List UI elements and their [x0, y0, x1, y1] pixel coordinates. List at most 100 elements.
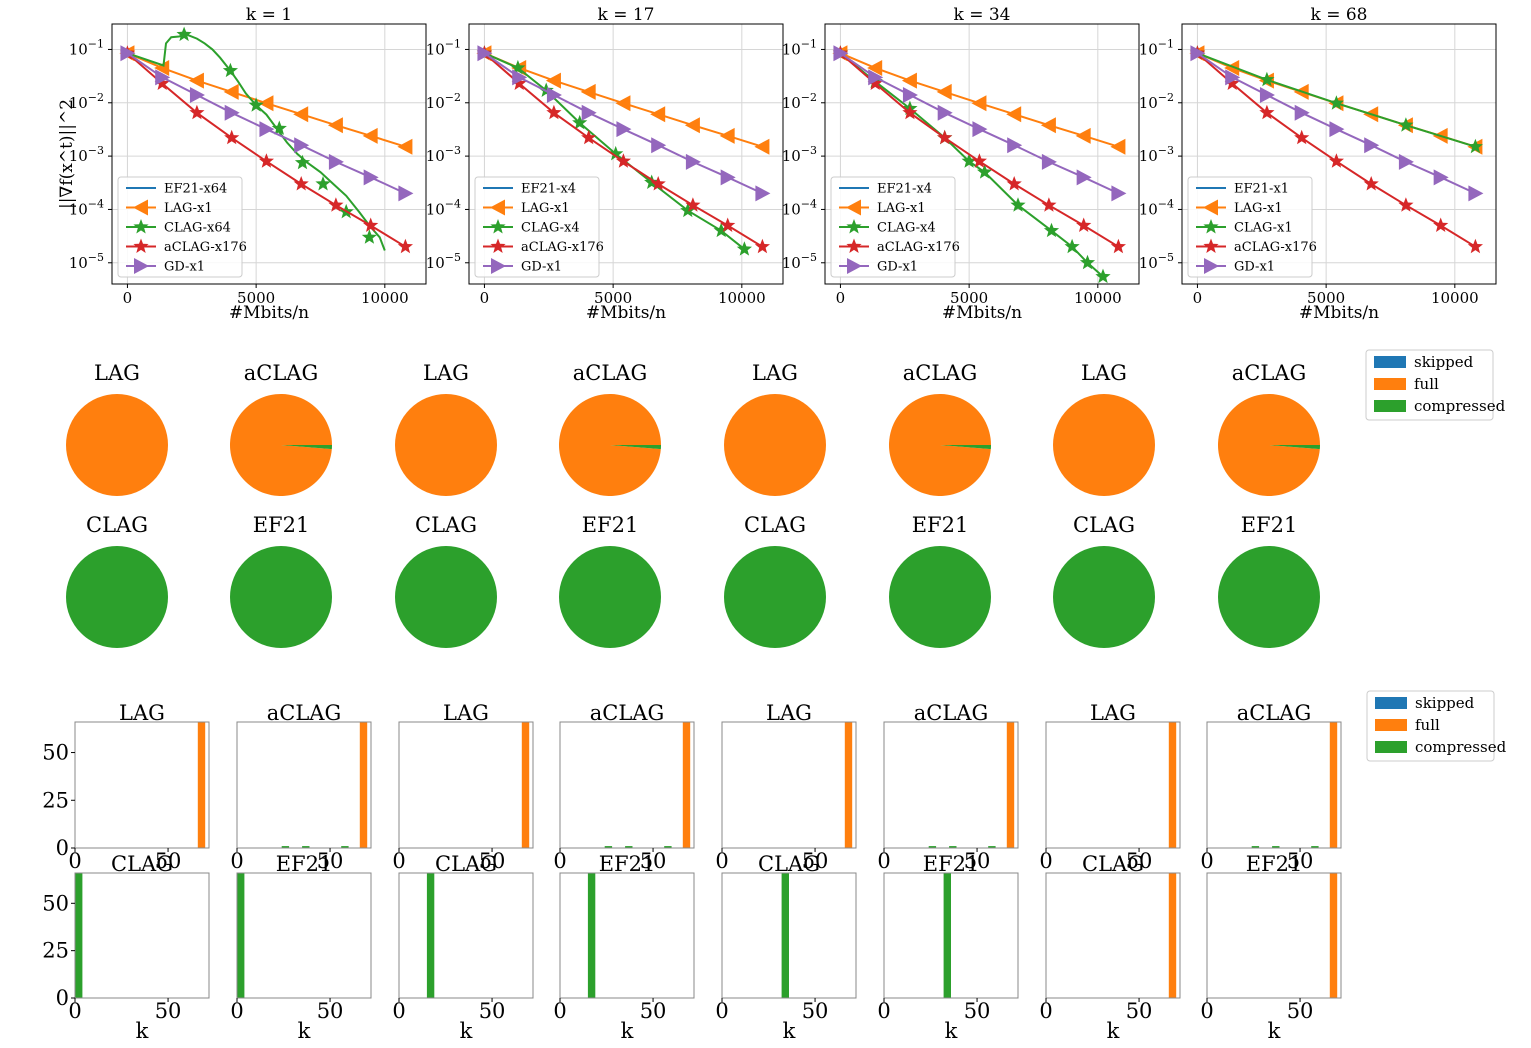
- legend-marker-GD: [491, 258, 506, 274]
- x-tick-label: 50: [155, 999, 182, 1023]
- point-GD: [720, 169, 736, 186]
- point-aCLAG: [615, 153, 631, 168]
- legend-box: [830, 176, 956, 278]
- point-aCLAG: [258, 153, 274, 168]
- line-panel-1: 10−1 10−2 10−3 10−4 10−5 0 5000 10000 k = 1 #Mbit…: [57, 5, 427, 323]
- point-LAG: [154, 59, 170, 76]
- hist-title: CLAG: [758, 852, 820, 876]
- point-LAG: [754, 138, 770, 155]
- pie-title: aCLAG: [573, 361, 647, 385]
- x-tick-label: 0: [1039, 999, 1052, 1023]
- pie-chart-9: CLAG: [66, 513, 168, 648]
- point-LAG: [936, 83, 952, 100]
- pie-slice-compressed: [395, 546, 497, 648]
- hist-title: EF21: [1246, 852, 1303, 876]
- pie-title: aCLAG: [1232, 361, 1306, 385]
- bar-compressed: [587, 873, 596, 998]
- point-LAG: [901, 72, 917, 89]
- bar-compressed: [1272, 846, 1280, 848]
- x-tick-label: 50: [1126, 849, 1153, 873]
- x-tick-label: 0: [553, 999, 566, 1023]
- plot-frame: [1045, 872, 1181, 999]
- pie-title: LAG: [423, 361, 469, 385]
- legend-marker-CLAG: [490, 219, 506, 234]
- point-GD: [546, 86, 562, 103]
- legend-entry: CLAG-x4: [877, 221, 936, 236]
- x-tick-label: 50: [964, 849, 991, 873]
- x-axis-label: k: [136, 1019, 149, 1043]
- x-axis-label: #Mbits/n: [942, 303, 1022, 323]
- x-tick-label: 0: [392, 999, 405, 1023]
- legend-marker-aCLAG: [490, 238, 506, 253]
- bar-compressed: [988, 846, 996, 848]
- x-tick-label: 0: [715, 999, 728, 1023]
- legend-entry: LAG-x1: [164, 201, 213, 216]
- point-LAG: [293, 106, 309, 123]
- point-GD: [685, 153, 701, 170]
- point-CLAG: [510, 59, 526, 75]
- legend-marker-CLAG: [133, 219, 149, 234]
- point-CLAG: [713, 222, 729, 238]
- line-panel-4: 10−1 10−2 10−3 10−4 10−5 0 5000 10000 k = 68 #Mbi…: [1139, 5, 1497, 323]
- pie-slice-compressed: [889, 546, 991, 648]
- legend-marker-CLAG: [846, 219, 862, 234]
- point-CLAG: [1043, 222, 1060, 238]
- panel-title: k = 17: [598, 5, 655, 25]
- point-GD: [972, 121, 988, 138]
- pie-chart-13: CLAG: [724, 513, 826, 648]
- legend-entry: CLAG-x64: [164, 221, 231, 236]
- plot-frame: [883, 721, 1019, 849]
- hist-chart-7: 0 50 LAG: [1039, 701, 1181, 873]
- point-GD: [120, 45, 136, 62]
- pie-chart-1: LAG: [66, 361, 168, 496]
- point-CLAG: [361, 229, 377, 244]
- y-tick-label: 10−2: [69, 91, 104, 112]
- point-LAG: [362, 127, 378, 144]
- point-aCLAG: [1433, 217, 1449, 232]
- point-GD: [155, 69, 171, 86]
- pie-slice-compressed: [1218, 546, 1320, 648]
- point-aCLAG: [1398, 197, 1414, 212]
- point-GD: [259, 121, 275, 138]
- y-tick-label: 10−5: [1139, 251, 1174, 272]
- plot-frame: [468, 23, 784, 285]
- legend-entry: skipped: [1415, 694, 1475, 712]
- legend-entry: EF21-x1: [1234, 182, 1289, 197]
- x-axis-label: #Mbits/n: [586, 303, 666, 323]
- x-tick-label: 50: [317, 849, 344, 873]
- plot-frame: [721, 721, 857, 849]
- point-LAG: [650, 106, 666, 123]
- pie-slice-compressed: [610, 445, 661, 450]
- y-tick-label: 50: [42, 741, 69, 765]
- x-tick-label: 0: [715, 849, 728, 873]
- hist-title: aCLAG: [267, 701, 341, 725]
- x-axis-label: #Mbits/n: [229, 303, 309, 323]
- point-GD: [512, 69, 528, 86]
- bar-full: [197, 722, 206, 848]
- legend-entry: EF21-x64: [164, 182, 227, 197]
- point-aCLAG: [1224, 75, 1240, 90]
- point-LAG: [971, 95, 987, 112]
- pie-title: LAG: [94, 361, 140, 385]
- legend-entry: compressed: [1414, 397, 1506, 415]
- legend-box: [474, 176, 600, 278]
- point-GD: [1190, 45, 1206, 62]
- point-GD: [1398, 153, 1414, 170]
- point-LAG: [867, 59, 883, 76]
- x-tick-label: 0: [1200, 849, 1213, 873]
- bar-full: [1329, 722, 1338, 848]
- x-tick-label: 50: [964, 999, 991, 1023]
- panel-title: k = 34: [954, 5, 1011, 25]
- legend-marker-CLAG: [1203, 219, 1219, 234]
- legend-entry: CLAG-x1: [1234, 221, 1293, 236]
- plot-frame: [824, 23, 1140, 285]
- plot-frame: [721, 872, 857, 999]
- hist-title: CLAG: [111, 852, 173, 876]
- point-LAG: [615, 95, 631, 112]
- point-GD: [1433, 169, 1449, 186]
- hist-chart-3: 0 50 LAG: [392, 701, 534, 873]
- x-tick-label: 50: [802, 999, 829, 1023]
- point-GD: [902, 86, 918, 103]
- point-LAG: [1110, 138, 1126, 155]
- point-CLAG: [176, 26, 192, 42]
